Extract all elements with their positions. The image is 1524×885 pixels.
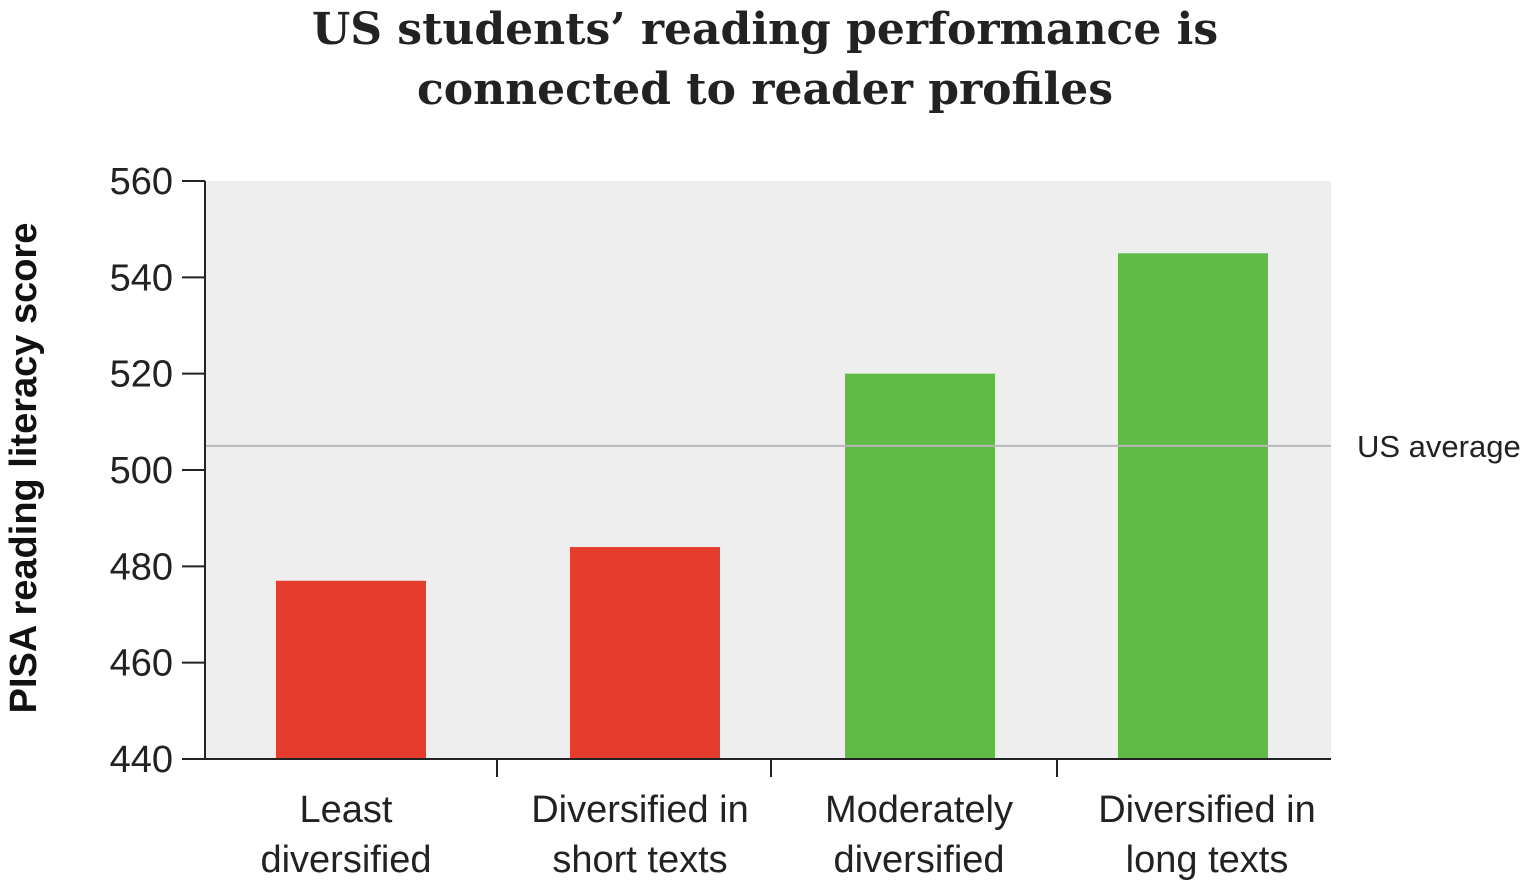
x-category-label-3: Moderately diversified <box>825 789 1013 881</box>
x-category-label-4: Diversified in long texts <box>1098 789 1316 881</box>
y-tick-label: 440 <box>110 739 173 781</box>
bars-layer <box>276 253 1268 759</box>
y-tick-label: 480 <box>110 546 173 588</box>
us-average-label: US average <box>1357 429 1521 464</box>
y-axis-label: PISA reading literacy score <box>3 223 45 714</box>
y-tick-label: 460 <box>110 643 173 685</box>
y-tick-label: 520 <box>110 354 173 396</box>
x-category-label-1: Least diversified <box>260 789 431 881</box>
bar-2 <box>570 547 720 759</box>
x-category-label-2: Diversified in short texts <box>531 789 749 881</box>
y-tick-label: 500 <box>110 450 173 492</box>
y-tick-label: 560 <box>110 161 173 203</box>
x-category-labels: Least diversified Diversified in short text… <box>260 789 1315 881</box>
x-category-separators <box>496 759 1058 777</box>
y-tick-label: 540 <box>110 257 173 299</box>
bar-4 <box>1118 253 1268 759</box>
bar-3 <box>845 373 995 759</box>
chart-title-line-1: US students’ reading performance is <box>312 4 1218 55</box>
y-ticks: 560 540 520 500 480 460 440 <box>110 161 205 781</box>
bar-1 <box>276 580 426 759</box>
chart-title-line-2: connected to reader profiles <box>417 64 1113 115</box>
